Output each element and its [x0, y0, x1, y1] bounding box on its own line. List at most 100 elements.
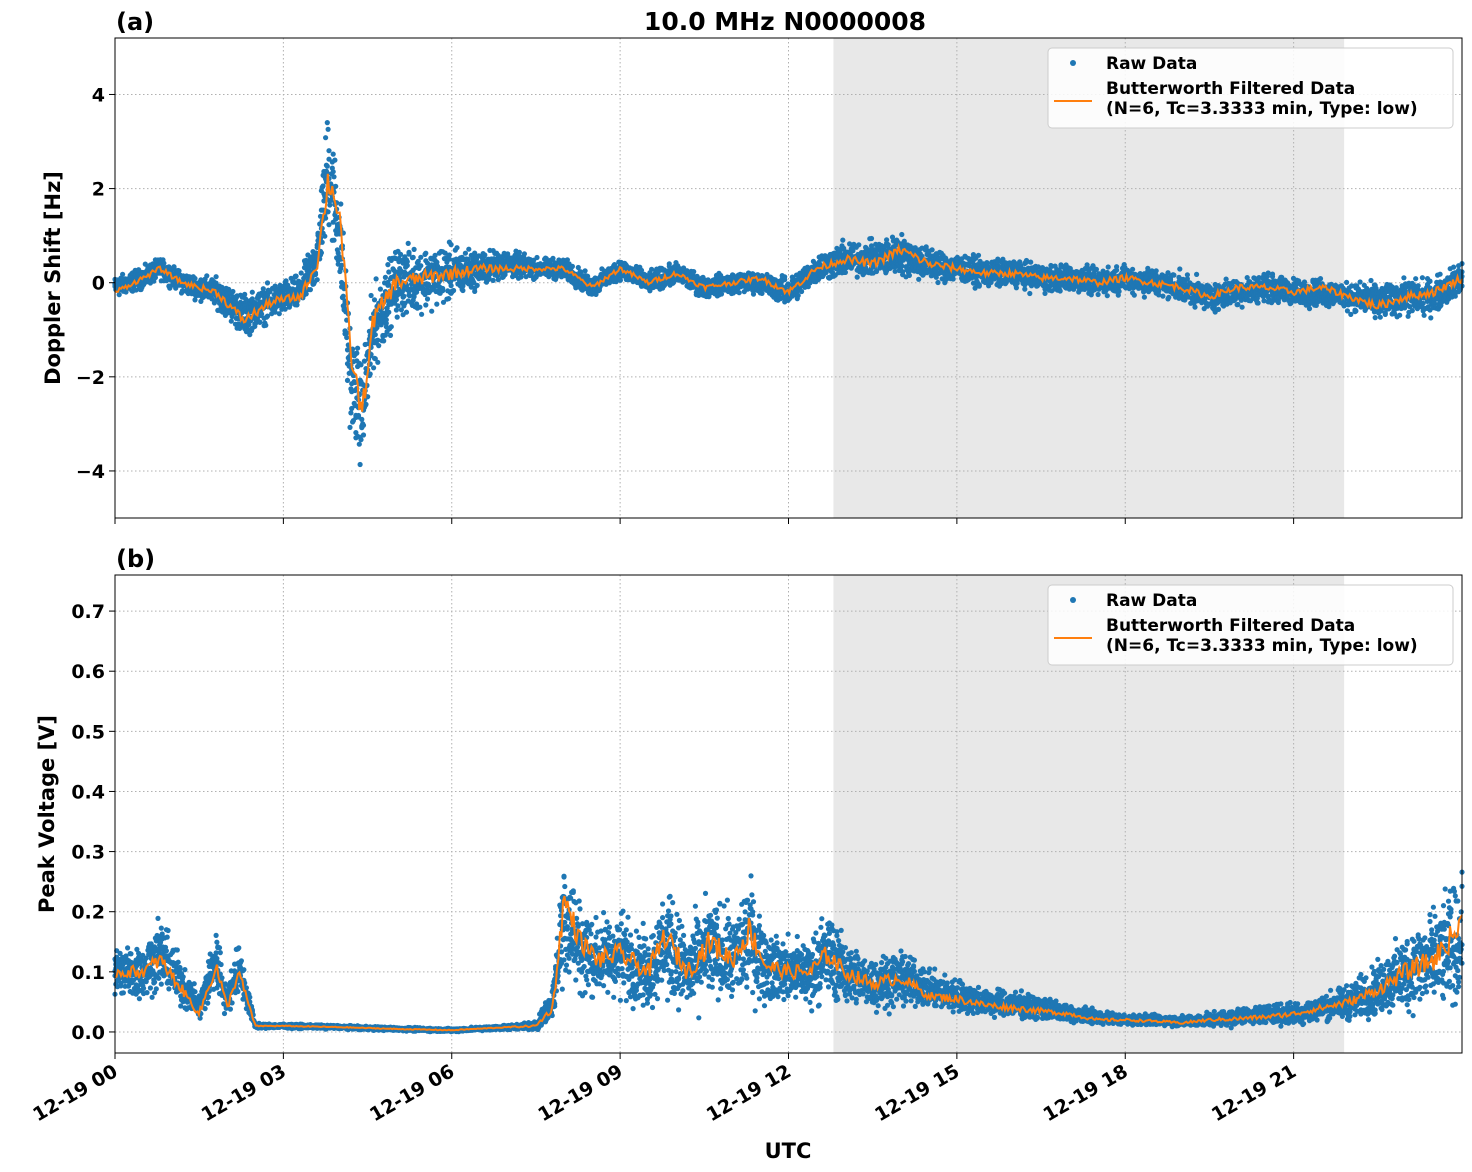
raw-data-point [419, 311, 425, 317]
raw-data-point [294, 302, 300, 308]
raw-data-point [451, 287, 457, 294]
raw-data-point [736, 290, 742, 296]
raw-data-point [331, 237, 337, 243]
raw-data-point [1114, 264, 1120, 270]
raw-data-point [323, 135, 329, 141]
raw-data-point [906, 272, 913, 278]
raw-data-point [448, 242, 454, 248]
raw-data-point [1153, 268, 1159, 274]
raw-data-point [347, 424, 353, 430]
raw-data-point [569, 263, 576, 269]
raw-data-point [1130, 266, 1136, 272]
raw-data-point [691, 269, 697, 275]
raw-data-point [474, 282, 480, 288]
raw-data-point [116, 292, 122, 298]
raw-data-point [368, 292, 374, 299]
raw-data-point [410, 254, 416, 260]
raw-data-point [417, 304, 423, 310]
raw-data-point [395, 303, 401, 309]
raw-data-point [1105, 264, 1111, 270]
raw-data-point [360, 432, 367, 438]
raw-data-point [377, 286, 383, 292]
raw-data-point [424, 296, 431, 302]
raw-data-point [462, 250, 468, 256]
raw-data-point [429, 308, 435, 314]
raw-data-point [264, 280, 271, 286]
raw-data-point [1104, 293, 1110, 299]
raw-data-point [293, 273, 299, 279]
raw-data-point [403, 309, 410, 315]
raw-data-point [325, 126, 331, 132]
raw-data-point [355, 345, 361, 351]
raw-data-point [782, 274, 788, 280]
raw-data-point [375, 359, 381, 365]
raw-data-point [376, 343, 382, 349]
raw-data-point [534, 254, 540, 261]
raw-data-point [884, 237, 890, 243]
raw-data-point [330, 151, 336, 157]
raw-data-point [360, 422, 367, 428]
raw-data-point [440, 288, 446, 294]
raw-data-point [307, 287, 313, 293]
raw-data-point [357, 461, 363, 468]
raw-data-point [411, 246, 417, 252]
raw-data-point [332, 157, 338, 163]
raw-data-point [405, 240, 411, 246]
raw-data-point [386, 269, 392, 275]
raw-data-point [388, 324, 394, 330]
raw-data-point [276, 311, 282, 317]
raw-data-point [404, 259, 410, 265]
raw-data-point [161, 260, 167, 266]
raw-data-point [192, 275, 198, 282]
raw-data-point [359, 416, 365, 422]
raw-data-point [759, 290, 765, 296]
raw-data-point [230, 288, 236, 295]
raw-data-point [257, 319, 263, 325]
raw-data-point [242, 291, 248, 297]
raw-data-point [330, 169, 336, 175]
raw-data-point [448, 283, 454, 289]
raw-data-point [466, 246, 472, 252]
raw-data-point [382, 274, 388, 280]
raw-data-point [446, 296, 452, 302]
raw-data-point [521, 251, 528, 257]
raw-data-point [394, 314, 400, 320]
raw-data-point [326, 148, 332, 154]
raw-data-point [333, 183, 339, 189]
raw-data-point [854, 274, 860, 280]
raw-data-point [320, 183, 326, 189]
raw-data-point [354, 350, 360, 356]
raw-data-point [482, 252, 488, 258]
raw-data-point [324, 120, 330, 126]
raw-data-point [372, 332, 378, 338]
raw-data-point [718, 291, 725, 297]
raw-data-point [249, 289, 255, 295]
raw-data-point [371, 365, 377, 371]
raw-data-point [840, 237, 846, 243]
raw-data-point [795, 292, 801, 299]
raw-data-point [916, 276, 922, 282]
raw-data-point [799, 288, 805, 295]
raw-data-point [750, 291, 757, 297]
raw-data-point [385, 262, 391, 268]
raw-data-point [344, 334, 350, 341]
raw-data-point [383, 320, 389, 326]
raw-data-point [1027, 290, 1033, 297]
raw-data-point [950, 276, 956, 282]
raw-data-point [975, 252, 982, 258]
raw-data-point [204, 273, 210, 279]
raw-data-point [123, 289, 129, 295]
raw-data-point [152, 274, 158, 281]
raw-data-point [1057, 288, 1063, 294]
raw-data-point [213, 274, 219, 280]
raw-data-point [120, 271, 126, 277]
raw-data-point [371, 297, 378, 303]
raw-data-point [387, 332, 394, 338]
raw-data-point [358, 437, 364, 443]
raw-data-point [314, 277, 320, 283]
raw-data-point [381, 338, 387, 344]
raw-data-point [418, 254, 424, 260]
raw-data-point [327, 202, 333, 208]
